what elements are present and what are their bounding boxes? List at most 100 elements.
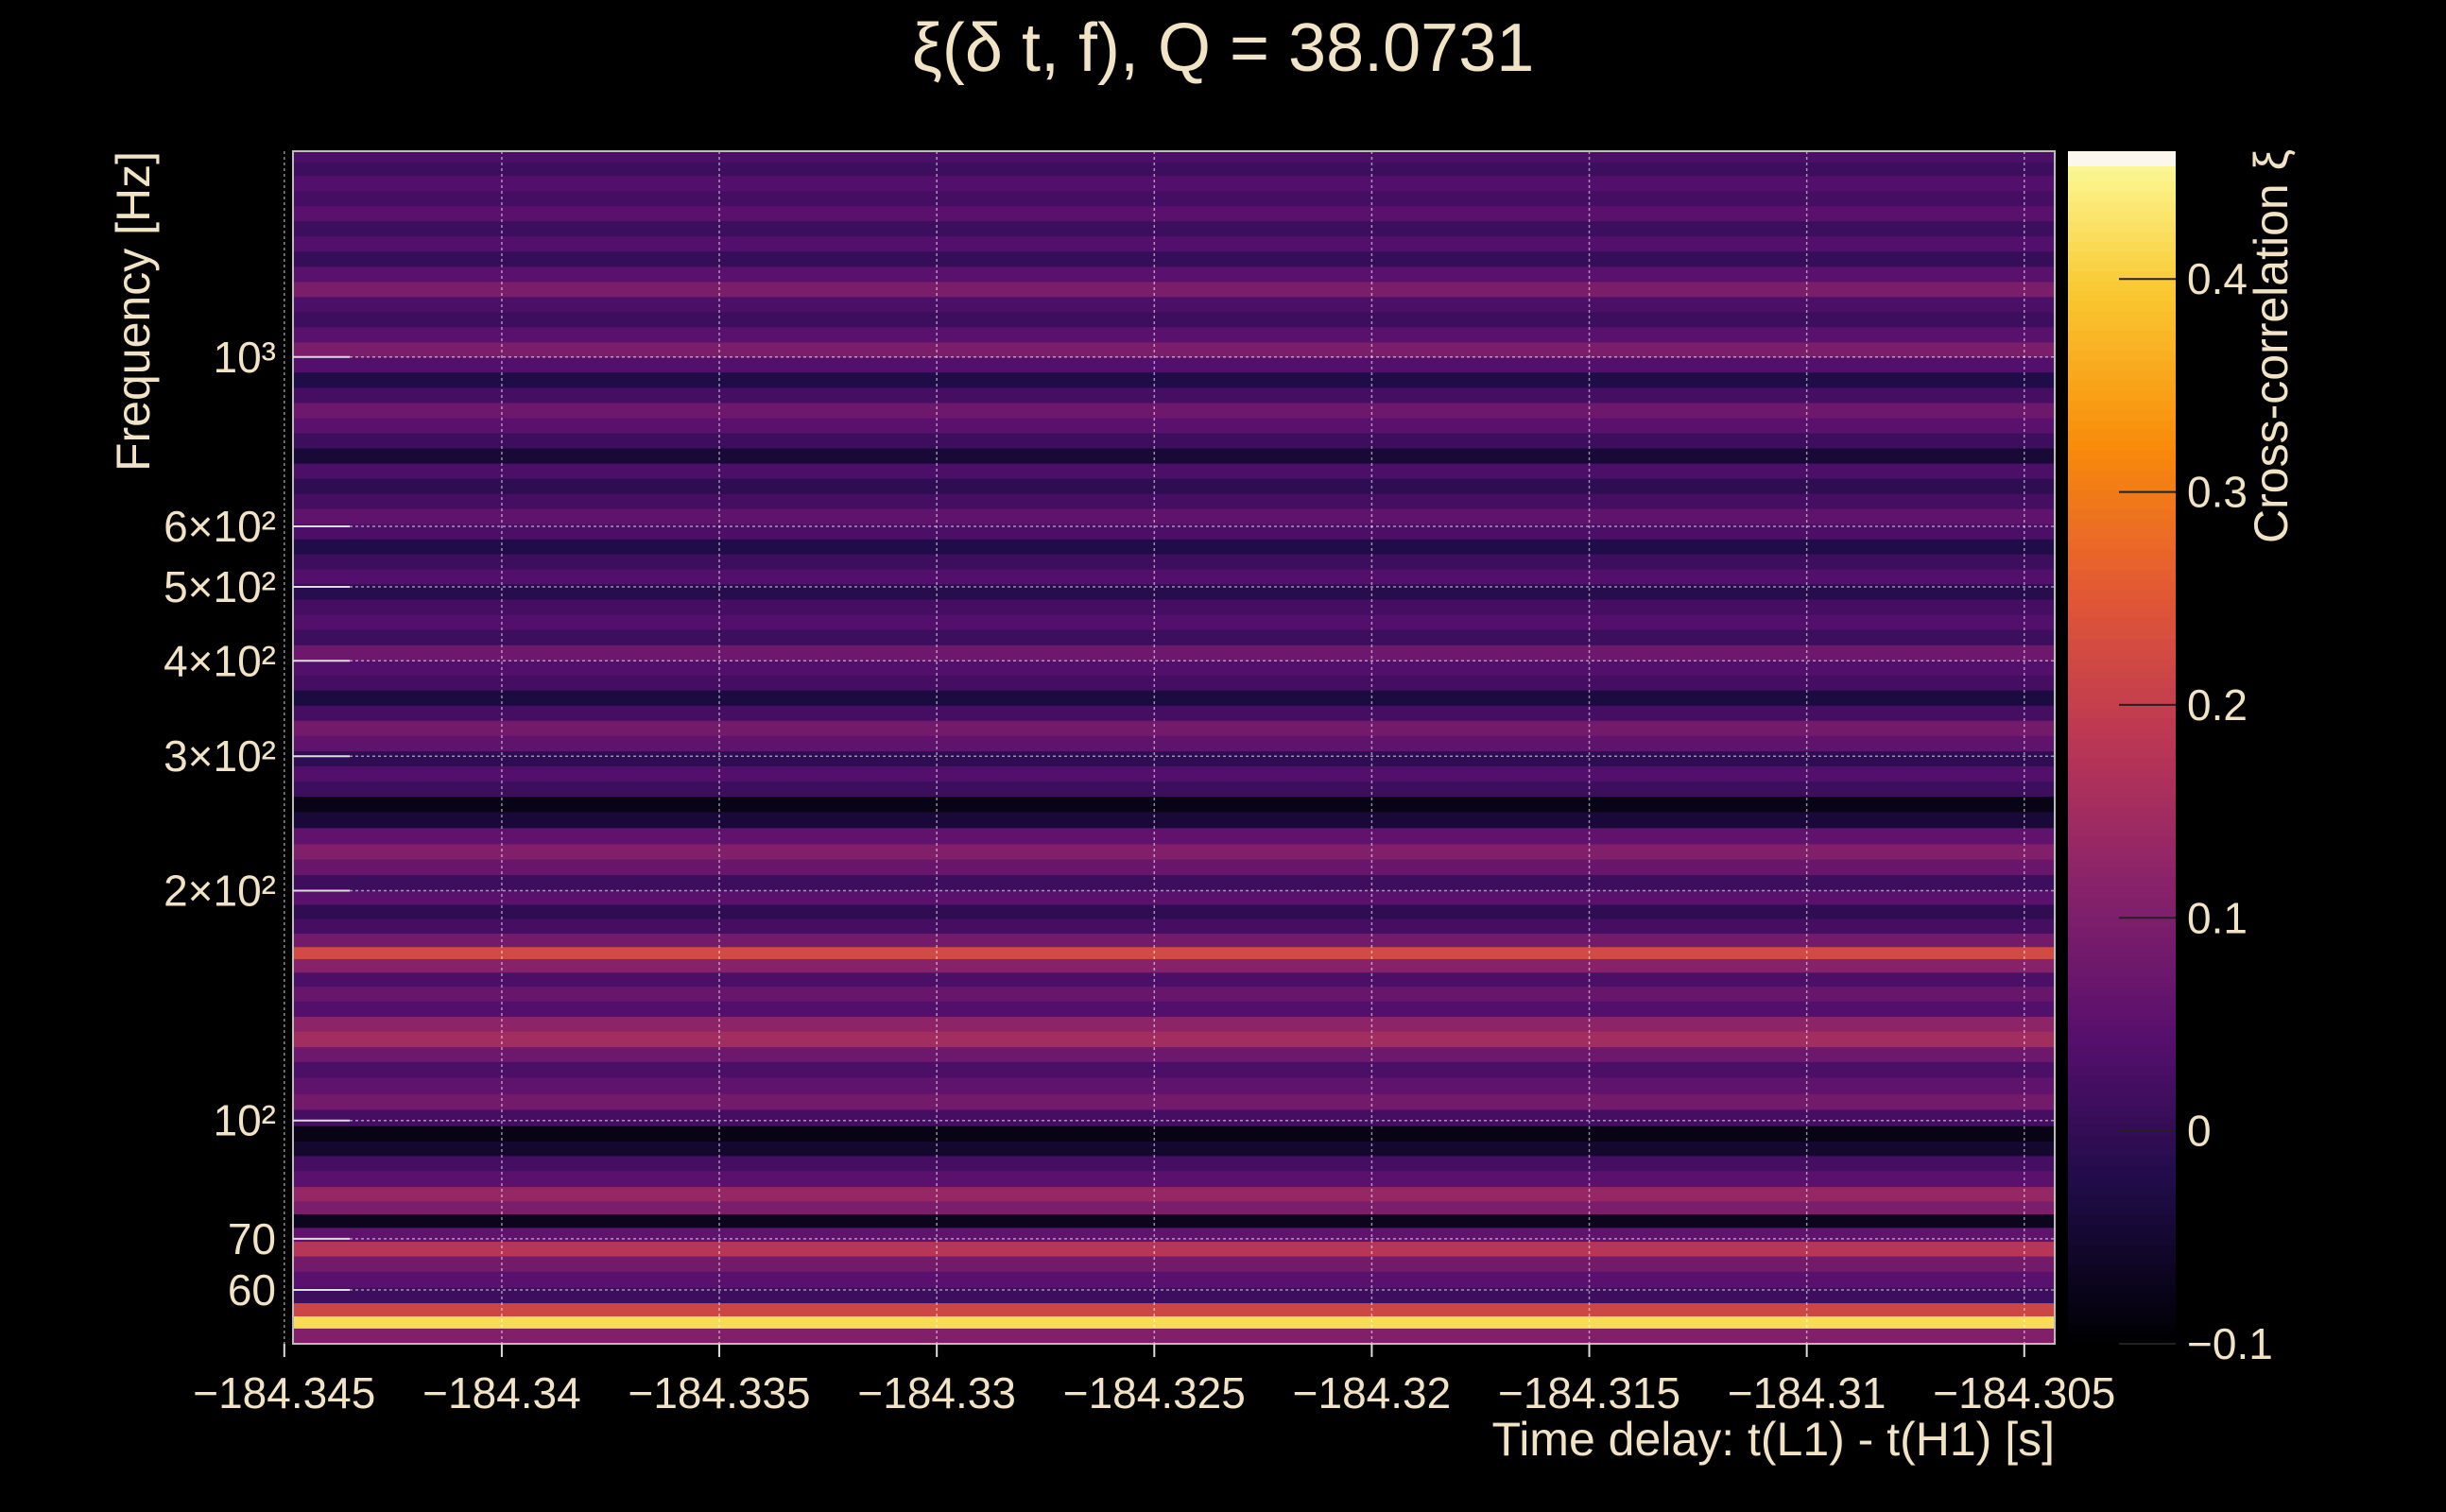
heatmap-band: [293, 946, 2055, 959]
heatmap-band: [293, 235, 2055, 252]
colorbar-segment: [2068, 1303, 2176, 1315]
heatmap-band: [293, 644, 2055, 662]
colorbar-segment: [2068, 1314, 2176, 1325]
heatmap-band: [293, 1287, 2055, 1304]
colorbar-segment: [2068, 936, 2176, 948]
y-tick-label: 60: [228, 1265, 276, 1314]
heatmap-band: [293, 1227, 2055, 1243]
heatmap-band: [293, 205, 2055, 222]
colorbar-segment: [2068, 1333, 2176, 1345]
colorbar-segment: [2068, 747, 2176, 759]
x-tick-label: −184.305: [1933, 1368, 2115, 1418]
colorbar-segment: [2068, 727, 2176, 739]
colorbar-segment: [2068, 1224, 2176, 1236]
colorbar-segment: [2068, 231, 2176, 242]
heatmap-band: [293, 796, 2055, 813]
colorbar-segment: [2068, 270, 2176, 282]
x-tick-label: −184.345: [193, 1368, 375, 1418]
colorbar-segment: [2068, 807, 2176, 818]
colorbar-segment: [2068, 519, 2176, 530]
colorbar-segment: [2068, 449, 2176, 460]
heatmap: [293, 151, 2055, 1345]
heatmap-band: [293, 735, 2055, 752]
colorbar-segment: [2068, 867, 2176, 878]
colorbar-segment: [2068, 618, 2176, 629]
heatmap-band: [293, 1302, 2055, 1316]
heatmap-band: [293, 387, 2055, 404]
heatmap-band: [293, 356, 2055, 373]
colorbar-segment: [2068, 161, 2176, 172]
colorbar-segment: [2068, 180, 2176, 192]
colorbar-segment: [2068, 300, 2176, 312]
heatmap-band: [293, 675, 2055, 691]
heatmap-band: [293, 750, 2055, 767]
heatmap-band: [293, 1213, 2055, 1228]
heatmap-band: [293, 162, 2055, 177]
colorbar-segment: [2068, 1056, 2176, 1067]
colorbar-segment: [2068, 886, 2176, 898]
heatmap-band: [293, 151, 2055, 163]
heatmap-band: [293, 281, 2055, 298]
heatmap-band: [293, 190, 2055, 207]
colorbar-segment: [2068, 737, 2176, 748]
colorbar-segment: [2068, 479, 2176, 490]
heatmap-band: [293, 971, 2055, 988]
colorbar-segment: [2068, 290, 2176, 301]
heatmap-band: [293, 889, 2055, 905]
axes: −184.345 −184.34 −184.335 −184.33 −184.325 −1…: [164, 150, 2115, 1418]
colorbar-segment: [2068, 777, 2176, 788]
colorbar-segment: [2068, 350, 2176, 361]
heatmap-band: [293, 781, 2055, 798]
colorbar-segment: [2068, 1254, 2176, 1265]
colorbar-segment: [2068, 1294, 2176, 1305]
heatmap-band: [293, 1170, 2055, 1188]
x-tick-label: −184.31: [1728, 1368, 1886, 1418]
colorbar-segment: [2068, 1065, 2176, 1076]
heatmap-band: [293, 1108, 2055, 1126]
heatmap-band: [293, 1255, 2055, 1272]
colorbar-segment: [2068, 339, 2176, 352]
colorbar-segment: [2068, 975, 2176, 988]
colorbar-tick-label: 0.4: [2187, 254, 2248, 303]
heatmap-band: [293, 250, 2055, 267]
heatmap-band: [293, 1061, 2055, 1078]
heatmap-band: [293, 1271, 2055, 1288]
colorbar-segment: [2068, 757, 2176, 768]
colorbar-tick-label: 0.2: [2187, 680, 2248, 730]
colorbar-segment: [2068, 1283, 2176, 1296]
colorbar-segment: [2068, 955, 2176, 968]
colorbar-segment: [2068, 409, 2176, 421]
heatmap-band: [293, 1328, 2055, 1345]
colorbar-segment: [2068, 876, 2176, 888]
heatmap-band: [293, 613, 2055, 630]
heatmap-band: [293, 220, 2055, 237]
colorbar-segment: [2068, 797, 2176, 808]
colorbar-segment: [2068, 220, 2176, 232]
heatmap-band: [293, 311, 2055, 328]
heatmap-band: [293, 811, 2055, 829]
x-tick-label: −184.325: [1063, 1368, 1246, 1418]
heatmap-band: [293, 986, 2055, 1002]
heatmap-band: [293, 524, 2055, 540]
colorbar-segment: [2068, 1244, 2176, 1256]
heatmap-band: [293, 326, 2055, 343]
heatmap-band: [293, 371, 2055, 388]
heatmap-band: [293, 568, 2055, 585]
colorbar-segment: [2068, 578, 2176, 590]
colorbar-tick-label: 0.1: [2187, 893, 2248, 942]
heatmap-band: [293, 1155, 2055, 1172]
colorbar-segment: [2068, 995, 2176, 1007]
heatmap-band: [293, 296, 2055, 313]
colorbar-segment: [2068, 1234, 2176, 1246]
colorbar-segment: [2068, 528, 2176, 540]
colorbar-segment: [2068, 489, 2176, 500]
colorbar-segment: [2068, 539, 2176, 550]
colorbar-segment: [2068, 1164, 2176, 1177]
heatmap-band: [293, 874, 2055, 891]
heatmap-band: [293, 765, 2055, 782]
colorbar-segment: [2068, 856, 2176, 868]
colorbar-segment: [2068, 191, 2176, 202]
colorbar-segment: [2068, 1085, 2176, 1096]
colorbar-segment: [2068, 946, 2176, 957]
